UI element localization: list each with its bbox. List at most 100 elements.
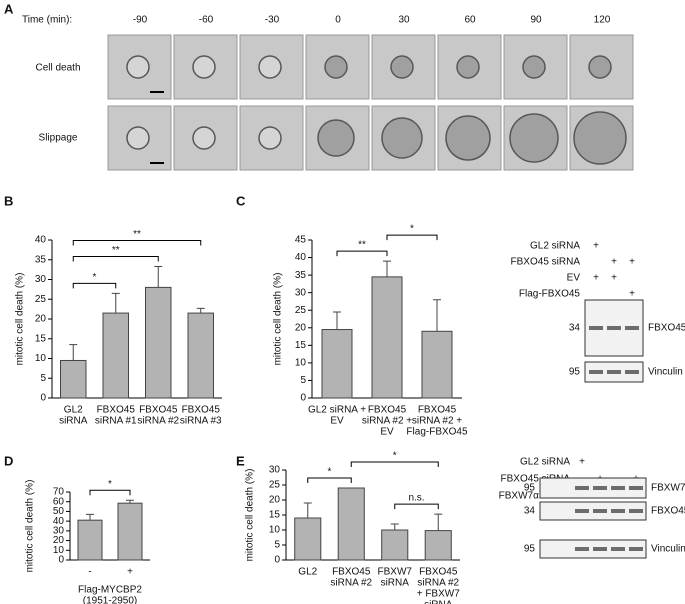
significance-label: *	[410, 224, 414, 235]
mw-marker: 95	[524, 544, 536, 555]
x-tick-label: GL2 siRNA +	[308, 405, 366, 416]
row-label: Slippage	[39, 133, 78, 144]
x-tick-label: EV	[380, 427, 394, 438]
bar	[60, 359, 87, 399]
y-tick-label: 0	[40, 393, 46, 404]
blot-band	[611, 547, 625, 551]
x-tick-label: + FBXW7	[417, 589, 461, 600]
bar	[424, 530, 452, 561]
x-tick-label: siRNA	[59, 416, 88, 427]
x-axis-label: (1951-2950)	[83, 596, 137, 604]
x-tick-label: FBXO45	[332, 567, 371, 578]
x-tick-label: siRNA #2	[330, 578, 372, 589]
y-tick-label: 40	[53, 516, 65, 527]
y-tick-label: 15	[269, 510, 281, 521]
bar	[337, 487, 365, 561]
time-value: 60	[464, 15, 476, 26]
blot-band	[589, 326, 603, 330]
condition-label: GL2 siRNA	[530, 241, 580, 252]
significance-bracket	[336, 250, 388, 257]
y-tick-label: 15	[295, 340, 307, 351]
bar	[102, 312, 129, 399]
y-tick-label: 0	[58, 555, 64, 566]
error-bar	[434, 513, 443, 531]
bar	[117, 502, 143, 561]
significance-label: **	[133, 229, 141, 240]
significance-label: *	[393, 451, 397, 462]
band-label: FBXO45	[648, 323, 685, 334]
bar	[145, 286, 172, 399]
condition-label: EV	[567, 273, 581, 284]
blot-band	[625, 326, 639, 330]
cell	[573, 111, 627, 165]
significance-label: *	[93, 272, 97, 283]
significance-label: n.s.	[408, 493, 424, 504]
blot-band	[593, 509, 607, 513]
cell	[192, 55, 216, 79]
x-tick-label: siRNA #2 +	[412, 416, 462, 427]
blot-band	[611, 486, 625, 490]
x-tick-label: FBXW7	[378, 567, 413, 578]
x-tick-label: FBXO45	[139, 405, 178, 416]
condition-label: FBXO45 siRNA	[501, 474, 571, 485]
y-axis-label: mitotic cell death (%)	[25, 480, 36, 573]
panel-label: E	[236, 453, 245, 468]
error-bar	[196, 307, 205, 314]
panel-label: C	[236, 193, 246, 208]
cell	[381, 117, 423, 159]
blot-band	[593, 547, 607, 551]
mw-marker: 34	[524, 506, 536, 517]
y-tick-label: 10	[35, 353, 47, 364]
cell	[390, 55, 414, 79]
condition-label: Flag-FBXO45	[519, 289, 581, 300]
blot-band	[575, 509, 589, 513]
blot-band	[629, 547, 643, 551]
mw-marker: 95	[524, 483, 536, 494]
x-tick-label: siRNA #2	[137, 416, 179, 427]
x-tick-label: siRNA	[381, 578, 410, 589]
cell	[317, 119, 355, 157]
x-tick-label: siRNA #2	[417, 578, 459, 589]
y-tick-label: 25	[269, 480, 281, 491]
error-bar	[383, 260, 391, 277]
x-tick-label: FBXO45	[419, 567, 458, 578]
mw-marker: 34	[569, 323, 581, 334]
y-axis-label: mitotic cell death (%)	[273, 273, 284, 366]
band-label: FBXW7α	[651, 483, 685, 494]
condition-label: FBXO45 siRNA	[511, 257, 581, 268]
cell	[192, 126, 216, 150]
x-tick-label: FBXO45	[418, 405, 457, 416]
y-tick-label: 50	[53, 506, 65, 517]
scale-bar	[150, 91, 164, 93]
x-tick-label: FBXO45	[182, 405, 221, 416]
condition-label: GL2 siRNA	[520, 457, 570, 468]
y-tick-label: 40	[295, 252, 307, 263]
condition-sign: +	[579, 457, 585, 468]
error-bar	[333, 311, 341, 330]
cell	[258, 55, 282, 79]
y-tick-label: 30	[269, 465, 281, 476]
blot-band	[589, 370, 603, 374]
y-tick-label: 20	[35, 314, 47, 325]
y-tick-label: 25	[35, 294, 47, 305]
y-tick-label: 20	[295, 322, 307, 333]
mw-marker: 95	[569, 367, 581, 378]
cell	[126, 126, 150, 150]
cell	[126, 55, 150, 79]
time-value: 0	[335, 15, 341, 26]
blot-band	[629, 509, 643, 513]
x-tick-label: siRNA #2 +	[362, 416, 412, 427]
y-tick-label: 40	[35, 235, 47, 246]
y-tick-label: 10	[53, 545, 65, 556]
condition-sign: +	[629, 289, 635, 300]
micrograph	[305, 105, 370, 171]
time-label: Time (min):	[22, 15, 72, 26]
significance-bracket	[394, 503, 439, 510]
y-tick-label: 35	[35, 254, 47, 265]
significance-bracket	[72, 239, 202, 246]
significance-bracket	[386, 234, 438, 241]
time-value: -30	[265, 15, 280, 26]
blot-band	[575, 486, 589, 490]
blot-band	[629, 486, 643, 490]
